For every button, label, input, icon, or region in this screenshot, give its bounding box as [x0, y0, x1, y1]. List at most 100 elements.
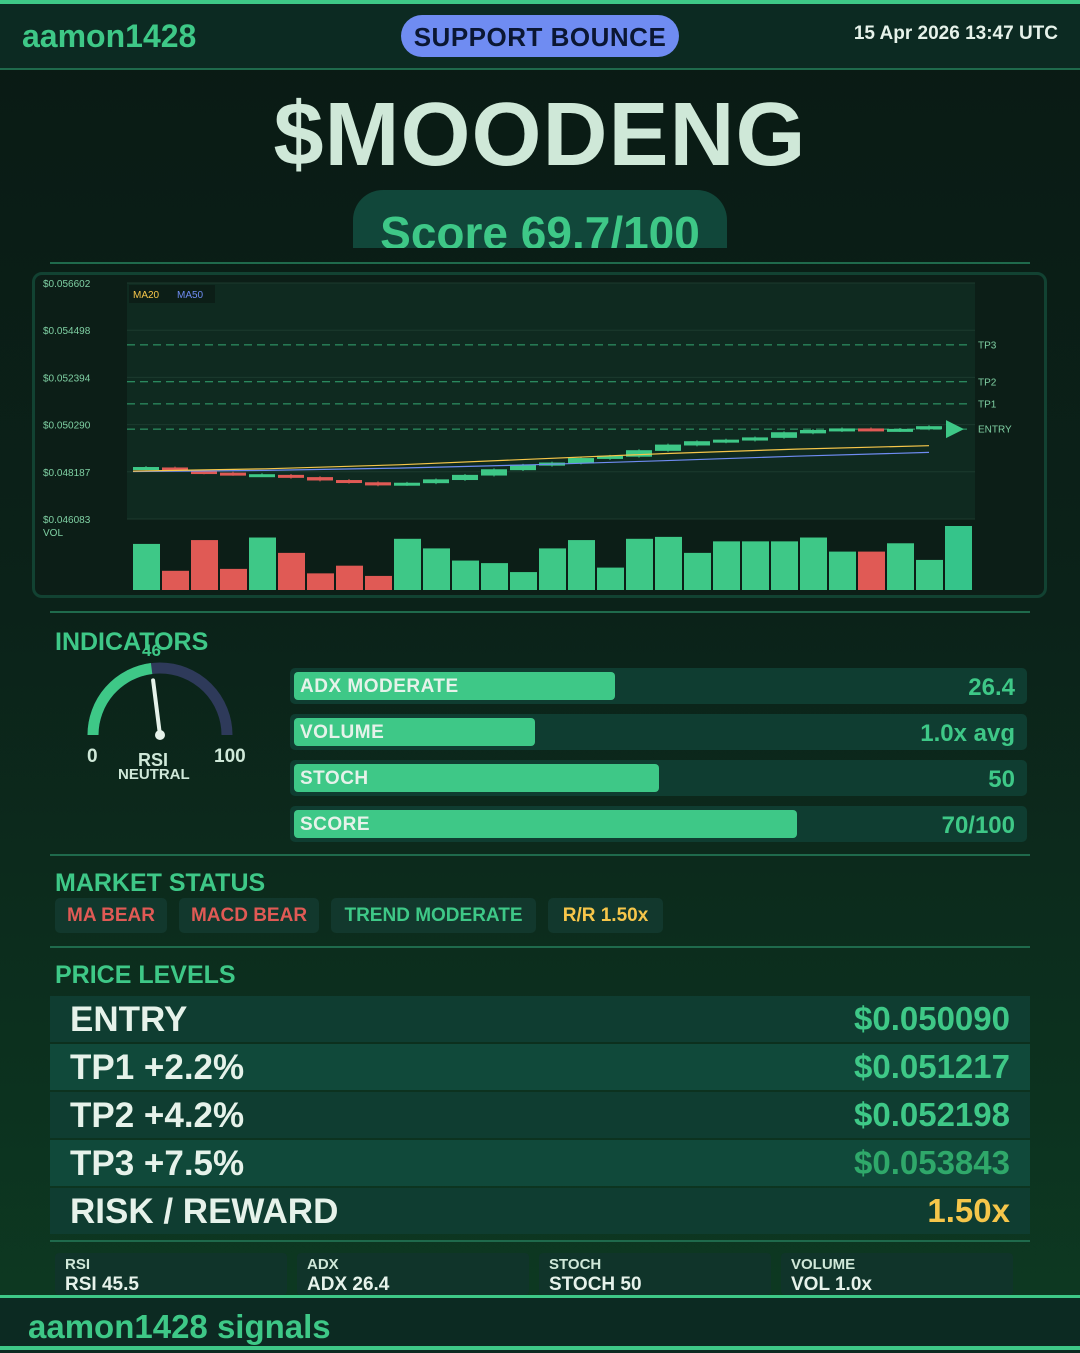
rsi-gauge-fill	[87, 663, 153, 736]
level-label: TP2	[978, 377, 997, 388]
candle	[771, 432, 797, 438]
candle	[365, 482, 391, 486]
price-level-rr: RISK / REWARD 1.50x	[50, 1188, 1030, 1234]
divider	[50, 946, 1030, 948]
top-accent-line	[0, 0, 1080, 4]
candle	[452, 474, 478, 481]
legend-ma50: MA50	[177, 290, 204, 301]
score-pill: Score 69.7/100	[353, 190, 727, 248]
stat-stoch: STOCH STOCH 50	[539, 1253, 771, 1295]
entry-arrow-icon	[946, 420, 964, 439]
indicator-bar-label: VOLUME	[300, 722, 385, 743]
indicator-bar-label: STOCH	[300, 768, 369, 789]
candle	[684, 441, 710, 446]
plot-area	[127, 283, 975, 519]
volume-bar	[510, 572, 537, 590]
score-text: Score 69.7/100	[380, 207, 700, 248]
volume-bar	[336, 565, 363, 590]
y-tick-label: $0.048187	[43, 468, 91, 479]
signal-badge: SUPPORT BOUNCE	[401, 15, 679, 57]
indicator-bar-value: 26.4	[968, 674, 1015, 701]
candle	[916, 426, 942, 430]
volume-bar	[858, 551, 885, 590]
candle	[597, 455, 623, 459]
candle	[191, 471, 217, 475]
indicator-bar-score: SCORE 70/100	[290, 806, 1027, 842]
price-level-value: $0.050090	[854, 1000, 1010, 1037]
stat-value: ADX 26.4	[307, 1274, 390, 1295]
rsi-gauge-hub	[155, 730, 165, 740]
legend-box	[129, 285, 215, 303]
status-chip-macd: MACD BEAR	[179, 898, 319, 933]
y-tick-label: $0.046083	[43, 515, 91, 526]
divider	[50, 1240, 1030, 1242]
indicator-bar-fill	[294, 672, 615, 700]
ticker-symbol: $MOODENG	[273, 85, 807, 185]
candle	[742, 437, 768, 441]
divider	[50, 854, 1030, 856]
price-chart: $0.056602 $0.054498 $0.052394 $0.050290 $0.0…	[32, 272, 1047, 598]
volume-bar	[220, 568, 247, 590]
indicator-bar-label: SCORE	[300, 814, 371, 835]
status-chip-trend: TREND MODERATE	[331, 898, 536, 933]
volume-bar	[133, 543, 160, 590]
price-level-name: RISK / REWARD	[70, 1192, 339, 1231]
indicator-bar-volume: VOLUME 1.0x avg	[290, 714, 1027, 750]
y-tick-label: $0.050290	[43, 421, 91, 432]
candle	[394, 482, 420, 486]
candle	[510, 464, 536, 471]
price-levels-title: PRICE LEVELS	[55, 961, 236, 989]
volume-bar	[887, 543, 914, 590]
bottom-accent-line	[0, 1346, 1080, 1350]
price-level-value: $0.052198	[854, 1096, 1010, 1133]
brand-name: aamon1428	[22, 18, 197, 54]
indicator-bar-adx: ADX MODERATE 26.4	[290, 668, 1027, 704]
indicator-bar-value: 50	[988, 766, 1015, 793]
volume-bar	[829, 551, 856, 590]
stat-key: VOLUME	[791, 1256, 856, 1273]
indicator-bar-value: 1.0x avg	[920, 720, 1015, 747]
stat-value: VOL 1.0x	[791, 1274, 872, 1295]
market-status-title: MARKET STATUS	[55, 869, 266, 897]
candle	[858, 428, 884, 432]
rsi-gauge-max: 100	[214, 746, 246, 767]
volume-bar	[191, 540, 218, 590]
candle	[133, 467, 159, 471]
stat-key: STOCH	[549, 1256, 602, 1273]
price-level-name: TP2 +4.2%	[70, 1096, 245, 1135]
level-label: TP1	[978, 399, 997, 410]
volume-bar	[945, 526, 972, 590]
volume-bar	[307, 573, 334, 590]
volume-bar	[539, 548, 566, 590]
candle	[220, 472, 246, 476]
level-label: ENTRY	[978, 425, 1012, 436]
indicator-bar-fill	[294, 810, 797, 838]
price-level-tp3: TP3 +7.5% $0.053843	[50, 1140, 1030, 1186]
divider	[50, 262, 1030, 264]
volume-bar	[365, 575, 392, 590]
price-level-name: TP1 +2.2%	[70, 1048, 245, 1087]
price-level-entry: ENTRY $0.050090	[50, 996, 1030, 1042]
ma20-line	[132, 445, 930, 472]
status-chip-ma: MA BEAR	[55, 898, 167, 933]
y-tick-label: $0.054498	[43, 326, 91, 337]
y-tick-label: $0.052394	[43, 373, 91, 384]
header-bar: aamon1428 SUPPORT BOUNCE 15 Apr 2026 13:…	[0, 4, 1080, 70]
rsi-gauge-label: RSI	[138, 750, 169, 770]
volume-bar	[568, 540, 595, 590]
status-chip-rr: R/R 1.50x	[548, 898, 663, 933]
indicator-bar-value: 70/100	[941, 812, 1015, 839]
price-level-tp2: TP2 +4.2% $0.052198	[50, 1092, 1030, 1138]
volume-bar	[742, 541, 769, 590]
footer-brand: aamon1428 signals	[28, 1308, 331, 1345]
candle	[249, 474, 275, 478]
volume-bar	[597, 567, 624, 590]
indicator-bar-stoch: STOCH 50	[290, 760, 1027, 796]
indicator-bar-fill	[294, 764, 659, 792]
candle	[481, 469, 507, 476]
price-level-name: ENTRY	[70, 1000, 188, 1039]
stat-value: RSI 45.5	[65, 1274, 139, 1295]
ma50-line	[132, 451, 930, 473]
stat-value: STOCH 50	[549, 1274, 642, 1295]
candle	[423, 479, 449, 484]
